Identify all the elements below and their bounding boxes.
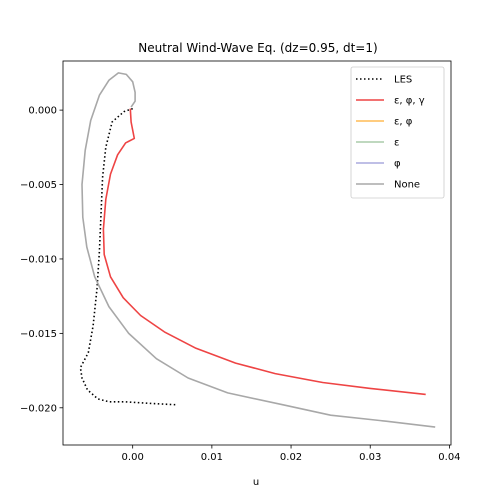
x-tick-label: 0.02 [280, 452, 302, 463]
y-tick-label: 0.000 [28, 106, 57, 117]
x-tick-label: 0.04 [438, 452, 460, 463]
chart-title: Neutral Wind-Wave Eq. (dz=0.95, dt=1) [138, 41, 377, 55]
series-line-1 [102, 108, 426, 396]
y-tick-label: −0.020 [20, 403, 57, 414]
legend: LES ε, φ, γ ε, φ εφ None [350, 66, 445, 199]
axes-layer: 0.00 0.01 0.02 0.03 0.04 0.000 −0.005 −0.010 −0.… [20, 60, 461, 463]
x-tick-label: 0.03 [359, 452, 381, 463]
series-layer [79, 72, 436, 428]
plot-frame [62, 60, 452, 446]
x-tick-label: 0.00 [122, 452, 144, 463]
legend-box [350, 66, 445, 199]
legend-label-2: ε, φ [394, 117, 413, 128]
x-tick-label: 0.01 [201, 452, 223, 463]
series-line-5 [81, 72, 436, 428]
y-tick-label: −0.010 [20, 254, 57, 265]
y-tick-label: −0.005 [20, 180, 57, 191]
legend-label-4: φ [394, 159, 401, 170]
legend-label-1: ε, φ, γ [394, 96, 425, 107]
x-axis-label: u [253, 477, 259, 488]
legend-label-5: None [394, 180, 420, 191]
legend-label-0: LES [394, 75, 412, 86]
y-tick-label: −0.015 [20, 329, 57, 340]
legend-label-3: ε [394, 138, 399, 149]
